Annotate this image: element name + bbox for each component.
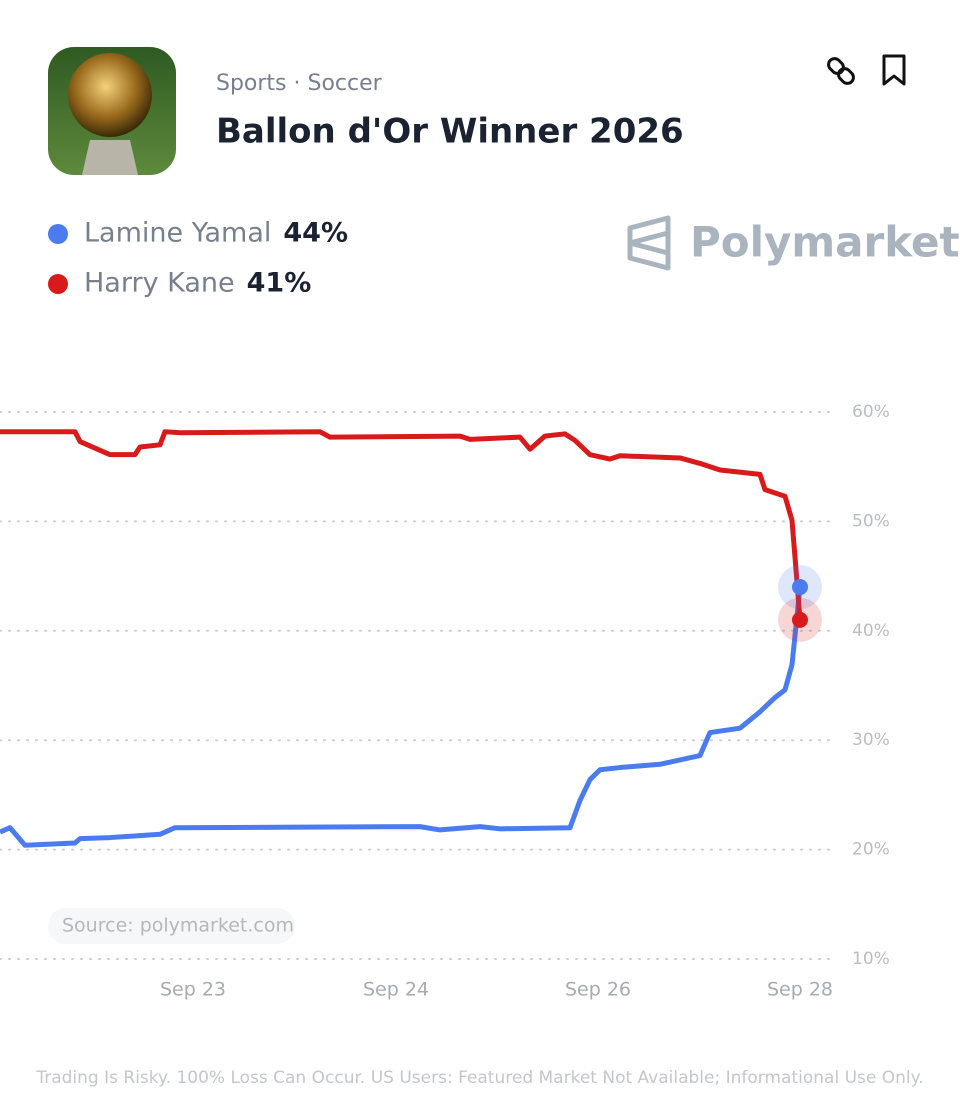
- legend-marker: [48, 274, 68, 294]
- y-tick-label: 10%: [852, 949, 890, 969]
- source: Source: polymarket.com: [62, 915, 294, 937]
- y-tick-label: 40%: [852, 621, 890, 641]
- disclaimer: Trading Is Risky. 100% Loss Can Occur. U…: [35, 1068, 923, 1088]
- x-tick-label: Sep 24: [363, 979, 429, 1001]
- legend-name: Lamine Yamal: [84, 218, 271, 249]
- x-tick-label: Sep 26: [565, 979, 631, 1001]
- x-tick-label: Sep 23: [160, 979, 226, 1001]
- source-pill: [48, 908, 295, 944]
- series-line: [0, 586, 803, 848]
- y-tick-label: 20%: [852, 840, 890, 860]
- y-tick-label: 30%: [852, 730, 890, 750]
- brand-name: Polymarket: [690, 218, 960, 267]
- link-button[interactable]: [826, 56, 856, 86]
- market-image: [48, 47, 176, 175]
- y-tick-label: 50%: [852, 511, 890, 531]
- legend-value: 44%: [283, 218, 348, 249]
- endpoint: [792, 579, 808, 596]
- x-tick-label: Sep 28: [767, 979, 833, 1001]
- series-line: [0, 429, 803, 621]
- title: Ballon d'Or Winner 2026: [216, 112, 684, 152]
- category: Sports · Soccer: [216, 71, 383, 96]
- legend-marker: [48, 224, 68, 244]
- legend-value: 41%: [247, 268, 312, 299]
- legend-name: Harry Kane: [84, 268, 235, 299]
- endpoint: [792, 611, 808, 628]
- y-tick-label: 60%: [852, 402, 890, 422]
- bookmark-button[interactable]: [882, 54, 906, 86]
- brand-logo: Polymarket: [627, 215, 960, 271]
